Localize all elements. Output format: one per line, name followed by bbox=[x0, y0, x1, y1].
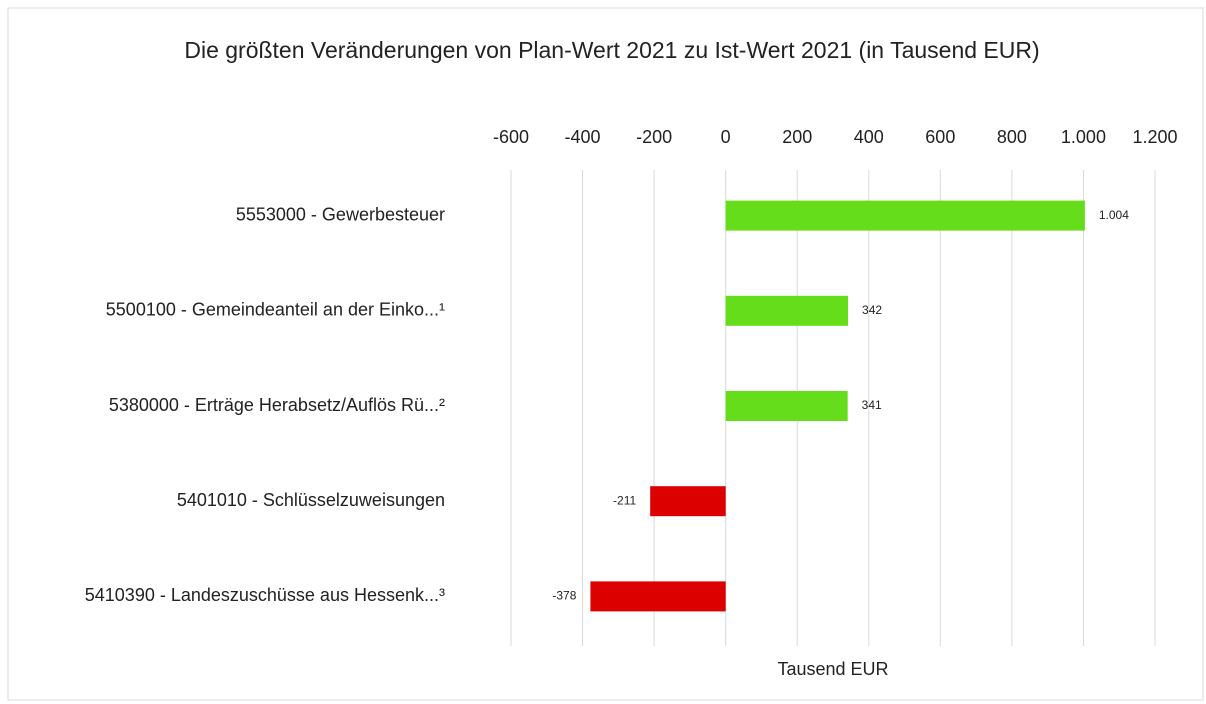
x-tick-label: 1.000 bbox=[1061, 127, 1106, 147]
x-tick-label: 800 bbox=[997, 127, 1027, 147]
value-label: 342 bbox=[862, 303, 882, 317]
x-tick-label: -200 bbox=[636, 127, 672, 147]
x-tick-label: 200 bbox=[782, 127, 812, 147]
category-label: 5380000 - Erträge Herabsetz/Auflös Rü...… bbox=[109, 395, 445, 415]
x-tick-label: -600 bbox=[493, 127, 529, 147]
category-label: 5410390 - Landeszuschüsse aus Hessenk...… bbox=[85, 585, 445, 605]
bar bbox=[590, 581, 726, 612]
x-tick-label: 400 bbox=[854, 127, 884, 147]
value-label: 1.004 bbox=[1099, 208, 1129, 222]
category-label: 5401010 - Schlüsselzuweisungen bbox=[177, 490, 445, 510]
category-label: 5500100 - Gemeindeanteil an der Einko...… bbox=[106, 300, 445, 320]
value-label: -211 bbox=[613, 493, 636, 507]
x-tick-label: 0 bbox=[721, 127, 731, 147]
bar bbox=[725, 391, 848, 421]
bar bbox=[725, 200, 1085, 231]
x-axis-label: Tausend EUR bbox=[777, 659, 888, 679]
bar bbox=[725, 295, 849, 326]
category-label: 5553000 - Gewerbesteuer bbox=[236, 204, 445, 224]
chart-title: Die größten Veränderungen von Plan-Wert … bbox=[184, 37, 1040, 63]
value-label: 341 bbox=[862, 398, 882, 412]
x-tick-label: -400 bbox=[565, 127, 601, 147]
chart-frame bbox=[7, 7, 1204, 701]
x-tick-label: 600 bbox=[925, 127, 955, 147]
x-tick-label: 1.200 bbox=[1132, 127, 1177, 147]
bar bbox=[650, 486, 726, 517]
value-label: -378 bbox=[552, 589, 576, 603]
